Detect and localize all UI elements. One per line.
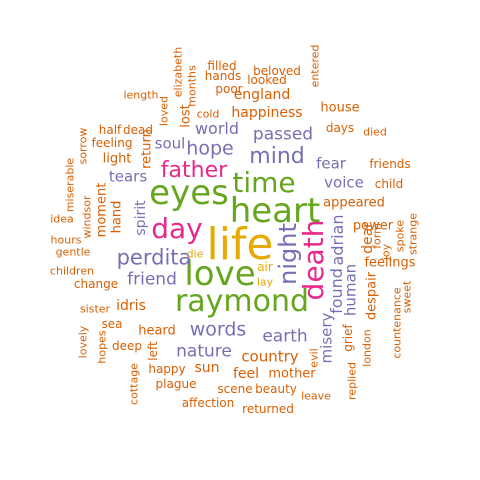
word-cloud-word: friend [127, 269, 177, 290]
word-cloud-word: soul [154, 134, 186, 153]
word-cloud-word: hands [204, 69, 242, 83]
word-cloud-word: fear [316, 154, 346, 173]
word-cloud-word: air [257, 260, 273, 274]
word-cloud-word: half [98, 123, 122, 137]
word-cloud-word: friends [369, 157, 411, 171]
word-cloud-word: london [360, 329, 374, 367]
word-cloud-word: moment [94, 182, 110, 238]
word-cloud-word: deep [112, 339, 142, 353]
word-cloud-word: grief [341, 324, 355, 352]
word-cloud-word: countenance [390, 287, 404, 359]
word-cloud-word: mind [249, 144, 305, 169]
word-cloud-word: scene [217, 382, 253, 396]
word-cloud-word: despair [364, 271, 380, 321]
word-cloud-word: night [274, 223, 302, 285]
word-cloud-word: human [341, 263, 360, 317]
word-cloud-word: sun [194, 360, 220, 376]
word-cloud-word: days [325, 121, 355, 135]
word-cloud-word: love [184, 254, 256, 294]
word-cloud-word: filled [207, 59, 237, 73]
word-cloud-word: affection [181, 396, 235, 410]
word-cloud-word: returned [242, 402, 294, 416]
word-cloud-word: child [374, 177, 404, 191]
word-cloud-word: spirit [133, 200, 149, 236]
word-cloud-word: elizabeth [171, 46, 185, 98]
word-cloud-word: poor [215, 82, 243, 96]
word-cloud-word: sister [79, 302, 111, 316]
word-cloud-word: sorrow [76, 127, 90, 165]
word-cloud-word: life [206, 219, 274, 270]
word-cloud-word: time [232, 166, 296, 199]
word-cloud-word: light [102, 151, 132, 167]
word-cloud-word: misery [317, 312, 336, 364]
word-cloud-word: replied [345, 362, 359, 400]
word-cloud-word: voice [324, 173, 364, 192]
word-cloud-word: power [352, 218, 394, 234]
word-cloud-word: strange [406, 212, 420, 256]
word-cloud-word: earth [262, 326, 308, 347]
word-cloud-word: appeared [323, 195, 385, 211]
word-cloud-word: hopes [95, 330, 109, 364]
word-cloud-word: children [49, 264, 95, 278]
word-cloud-word: cold [196, 107, 220, 121]
word-cloud-word: length [123, 88, 159, 102]
word-cloud-word: feel [232, 366, 260, 382]
word-cloud-word: gentle [55, 245, 91, 259]
word-cloud-word: day [151, 212, 203, 245]
word-cloud-word: raymond [174, 284, 310, 319]
word-cloud-word: sea [101, 317, 123, 331]
word-cloud-word: country [241, 347, 299, 366]
word-cloud-word: change [73, 277, 119, 291]
word-cloud-word: hope [186, 137, 234, 160]
word-cloud-word: looked [247, 73, 287, 87]
word-cloud-word: months [185, 65, 199, 107]
word-cloud-word: words [189, 318, 247, 341]
word-cloud-word: evil [307, 348, 321, 368]
word-cloud-word: mother [268, 366, 316, 382]
word-cloud-word: spoke [393, 219, 407, 253]
word-cloud-word: miserable [63, 157, 77, 213]
word-cloud-word: dead [123, 123, 153, 137]
word-cloud-word: perdita [116, 245, 192, 270]
word-cloud-word: adrian [328, 214, 347, 266]
word-cloud-word: feeling [91, 136, 133, 150]
word-cloud-word: heard [138, 323, 176, 339]
word-cloud-word: left [146, 341, 160, 361]
word-cloud-word: happy [148, 362, 186, 376]
word-cloud-word: house [320, 100, 360, 116]
word-cloud-word: loved [157, 95, 171, 127]
word-cloud-word: plague [155, 377, 197, 391]
word-cloud-word: entered [308, 44, 322, 88]
word-cloud-word: hand [109, 200, 125, 234]
word-cloud-word: heart [229, 191, 321, 231]
word-cloud-word: passed [252, 124, 314, 145]
word-cloud-word: cottage [127, 363, 141, 405]
word-cloud-word: beauty [255, 382, 297, 396]
word-cloud-word: tears [108, 167, 148, 186]
word-cloud-word: happiness [231, 105, 303, 121]
word-cloud-word: lovely [76, 325, 90, 359]
word-cloud-word: nature [176, 341, 232, 362]
word-cloud-word: world [194, 119, 240, 138]
word-cloud-word: lost [178, 104, 194, 128]
word-cloud-word: lay [256, 275, 274, 289]
word-cloud-word: father [160, 158, 228, 183]
word-cloud-word: leave [301, 389, 331, 403]
word-cloud-word: england [233, 87, 291, 103]
word-cloud-word: feelings [364, 255, 416, 271]
word-cloud-word: form [370, 223, 384, 249]
word-cloud-word: beloved [253, 64, 301, 78]
word-cloud-word: hours [50, 233, 82, 247]
word-cloud-word: death [297, 219, 330, 301]
word-cloud-word: idris [116, 298, 146, 314]
word-cloud-word: idea [50, 212, 74, 226]
word-cloud-word: windsor [80, 195, 94, 239]
word-cloud-word: eyes [149, 173, 229, 213]
word-cloud-word: died [363, 125, 387, 139]
word-cloud-word: die [186, 247, 204, 261]
